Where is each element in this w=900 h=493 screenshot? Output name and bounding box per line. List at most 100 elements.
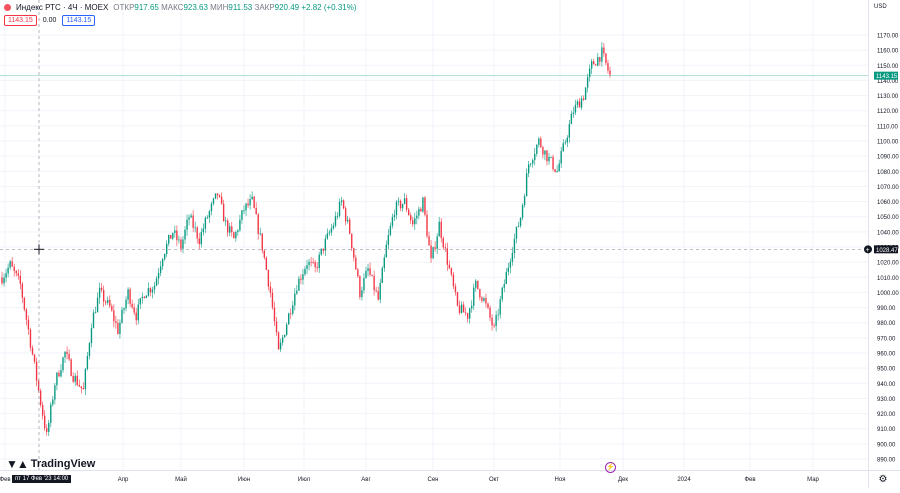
candle-body: [310, 261, 312, 263]
candle-body: [601, 47, 603, 62]
candle-body: [523, 196, 526, 206]
candle-body: [163, 254, 166, 260]
candle-body: [290, 313, 292, 315]
candle-body: [481, 297, 483, 301]
candle-body: [41, 404, 44, 416]
candle-body: [475, 280, 477, 288]
candle-body: [373, 275, 375, 291]
candle-body: [302, 274, 304, 280]
candle-body: [363, 277, 365, 291]
candle-body: [513, 238, 516, 253]
candle-body: [21, 283, 24, 298]
time-tick-label: Май: [175, 476, 187, 483]
time-tick-label: Авг: [361, 477, 371, 483]
candle-body: [245, 203, 247, 211]
candle-body: [529, 163, 532, 165]
candle-body: [283, 334, 286, 338]
candle-body: [17, 273, 19, 276]
candle-body: [13, 266, 15, 271]
candle-body: [540, 138, 542, 148]
price-tick-label: 990.00: [877, 306, 896, 312]
candle-body: [121, 309, 123, 323]
candle-body: [519, 217, 522, 226]
price-tick-label: 1050.00: [877, 215, 899, 221]
candle-body: [261, 233, 263, 251]
candle-body: [3, 277, 5, 284]
candle-body: [424, 197, 426, 215]
candle-body: [194, 227, 196, 229]
gear-icon[interactable]: ⚙: [878, 474, 888, 485]
candle-body: [139, 298, 141, 305]
candle-body: [466, 313, 469, 319]
candle-body: [216, 193, 219, 196]
currency-label[interactable]: USD: [874, 4, 887, 10]
price-tick-label: 1140.00: [877, 79, 899, 85]
candle-body: [39, 390, 42, 405]
candle-body: [562, 143, 564, 152]
price-tick-label: 890.00: [877, 458, 896, 464]
candle-body: [5, 273, 7, 278]
candle-body: [279, 342, 282, 350]
candle-body: [200, 232, 202, 245]
candle-body: [385, 244, 388, 258]
candle-body: [263, 250, 266, 258]
candle-body: [532, 160, 534, 164]
candle-body: [214, 193, 217, 199]
candle-body: [94, 312, 97, 314]
candle-body: [186, 219, 188, 230]
candle-body: [548, 156, 550, 162]
price-tick-label: 1110.00: [877, 124, 898, 130]
candle-body: [306, 265, 308, 269]
candle-body: [568, 124, 571, 138]
candle-body: [605, 53, 607, 64]
candle-body: [471, 305, 473, 309]
candle-body: [452, 274, 455, 287]
flash-icon[interactable]: ⚡: [605, 462, 616, 473]
candle-body: [440, 221, 442, 239]
candle-body: [192, 215, 194, 228]
candle-body: [298, 278, 300, 291]
candle-body: [86, 355, 89, 369]
candle-body: [131, 303, 133, 308]
candle-body: [369, 268, 371, 275]
candle-body: [153, 285, 156, 290]
time-tick-label: Ноя: [555, 477, 566, 483]
candle-body: [115, 321, 117, 324]
candle-body: [536, 144, 538, 154]
candle-body: [15, 270, 17, 274]
candle-body: [210, 203, 213, 212]
candle-body: [44, 415, 46, 429]
candle-body: [155, 278, 158, 286]
buy-button[interactable]: 1143.15: [62, 15, 96, 26]
candle-body: [501, 287, 503, 300]
candle-body: [320, 248, 322, 255]
price-tick-label: 1010.00: [877, 276, 899, 282]
symbol-title[interactable]: Индекс РТС · 4Ч · MOEX: [16, 3, 109, 12]
trade-badges: 1143.15 0.00 1143.15: [4, 15, 96, 26]
price-tick-label: 940.00: [877, 382, 896, 388]
price-tick-label: 980.00: [877, 321, 896, 327]
candle-body: [479, 289, 481, 298]
candle-body: [157, 272, 160, 279]
candle-body: [224, 220, 227, 222]
price-tick-label: 1150.00: [877, 64, 899, 70]
candle-body: [383, 257, 385, 269]
candle-body: [542, 147, 544, 155]
tradingview-logo[interactable]: ▼▲ TradingView: [6, 457, 95, 471]
candle-body: [172, 232, 174, 239]
candle-body: [76, 375, 78, 385]
sell-button[interactable]: 1143.15: [4, 15, 37, 26]
candle-body: [159, 266, 162, 273]
candle-body: [517, 225, 520, 227]
price-tick-label: 1100.00: [877, 140, 899, 146]
candle-body: [149, 288, 152, 293]
candle-body: [111, 306, 113, 311]
candle-body: [593, 61, 595, 65]
candle-body: [107, 299, 109, 303]
candle-body: [422, 197, 424, 212]
price-tick-label: 1160.00: [877, 49, 899, 55]
candle-body: [507, 267, 510, 272]
candle-body: [428, 236, 430, 246]
